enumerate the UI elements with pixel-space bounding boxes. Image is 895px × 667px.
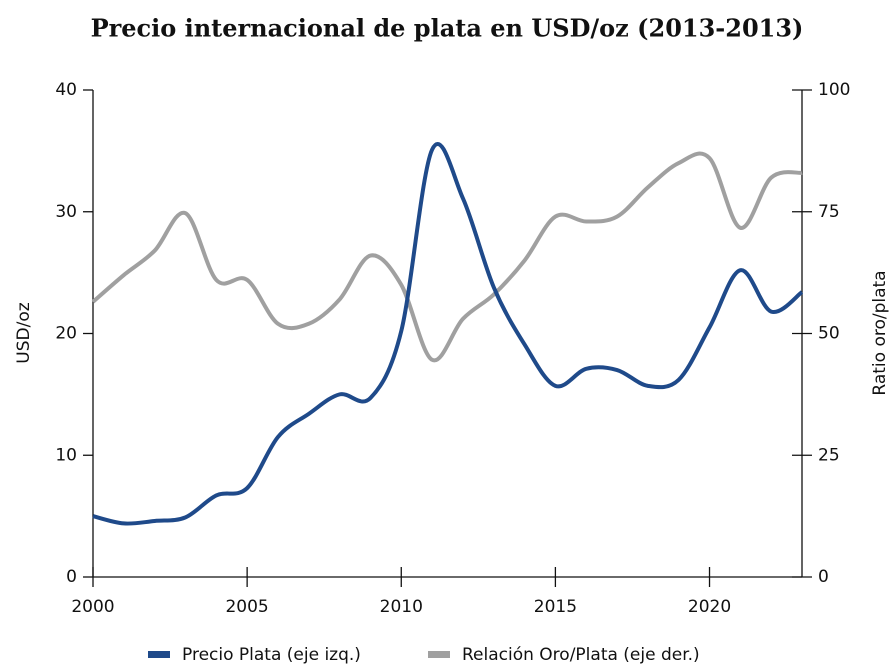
x-tick-label: 2005 xyxy=(225,597,268,617)
legend-label: Precio Plata (eje izq.) xyxy=(182,645,361,665)
x-tick-label: 2010 xyxy=(380,597,423,617)
y-tick-label: 30 xyxy=(55,202,77,222)
y-tick-label: 0 xyxy=(66,567,77,587)
y2-tick-label: 0 xyxy=(818,567,829,587)
chart-title: Precio internacional de plata en USD/oz … xyxy=(91,14,804,43)
line-series xyxy=(92,142,804,526)
x-tick-label: 2020 xyxy=(688,597,731,617)
legend-swatch xyxy=(148,651,170,658)
line-series xyxy=(91,151,803,363)
x-tick-label: 2015 xyxy=(534,597,577,617)
y2-axis-label: Ratio oro/plata xyxy=(870,270,890,395)
y2-tick-label: 50 xyxy=(818,324,840,344)
y2-tick-label: 25 xyxy=(818,445,840,465)
legend-swatch xyxy=(428,651,450,658)
y-axis-label: USD/oz xyxy=(14,302,34,363)
y-tick-label: 20 xyxy=(55,324,77,344)
legend-label: Relación Oro/Plata (eje der.) xyxy=(462,645,700,665)
y2-tick-label: 100 xyxy=(818,80,850,100)
x-tick-label: 2000 xyxy=(71,597,114,617)
y-tick-label: 10 xyxy=(55,445,77,465)
y-tick-label: 40 xyxy=(55,80,77,100)
y2-tick-label: 75 xyxy=(818,202,840,222)
